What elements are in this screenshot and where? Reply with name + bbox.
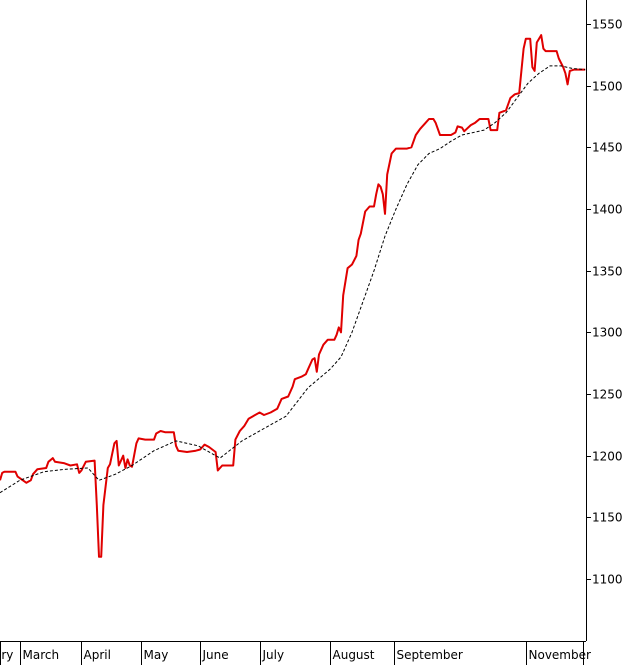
y-tick-label: 1500 — [592, 80, 623, 94]
x-tick-label: June — [202, 648, 229, 662]
price-series-line — [0, 34, 586, 558]
y-tick-label: 1300 — [592, 326, 623, 340]
x-tick-label: August — [333, 648, 375, 662]
average-series-line — [0, 65, 586, 494]
y-tick-label: 1350 — [592, 265, 623, 279]
x-tick-label: ary — [0, 648, 13, 662]
y-axis: 1100 1150 1200 1250 1300 1350 1400 1450 1500 1550 — [586, 0, 623, 641]
x-tick-label: March — [23, 648, 60, 662]
y-tick-label: 1250 — [592, 388, 623, 402]
series-layer — [0, 34, 586, 558]
x-tick-label: July — [262, 648, 285, 662]
x-axis: ary March April May June July August September N… — [0, 641, 591, 665]
y-tick-label: 1200 — [592, 450, 623, 464]
x-tick-label: September — [397, 648, 463, 662]
x-tick-label: November — [529, 648, 591, 662]
y-tick-label: 1150 — [592, 511, 623, 525]
y-tick-label: 1450 — [592, 141, 623, 155]
x-tick-label: April — [84, 648, 111, 662]
y-tick-label: 1400 — [592, 203, 623, 217]
y-tick-label: 1100 — [592, 573, 623, 587]
x-tick-label: May — [144, 648, 169, 662]
y-tick-label: 1550 — [592, 18, 623, 32]
